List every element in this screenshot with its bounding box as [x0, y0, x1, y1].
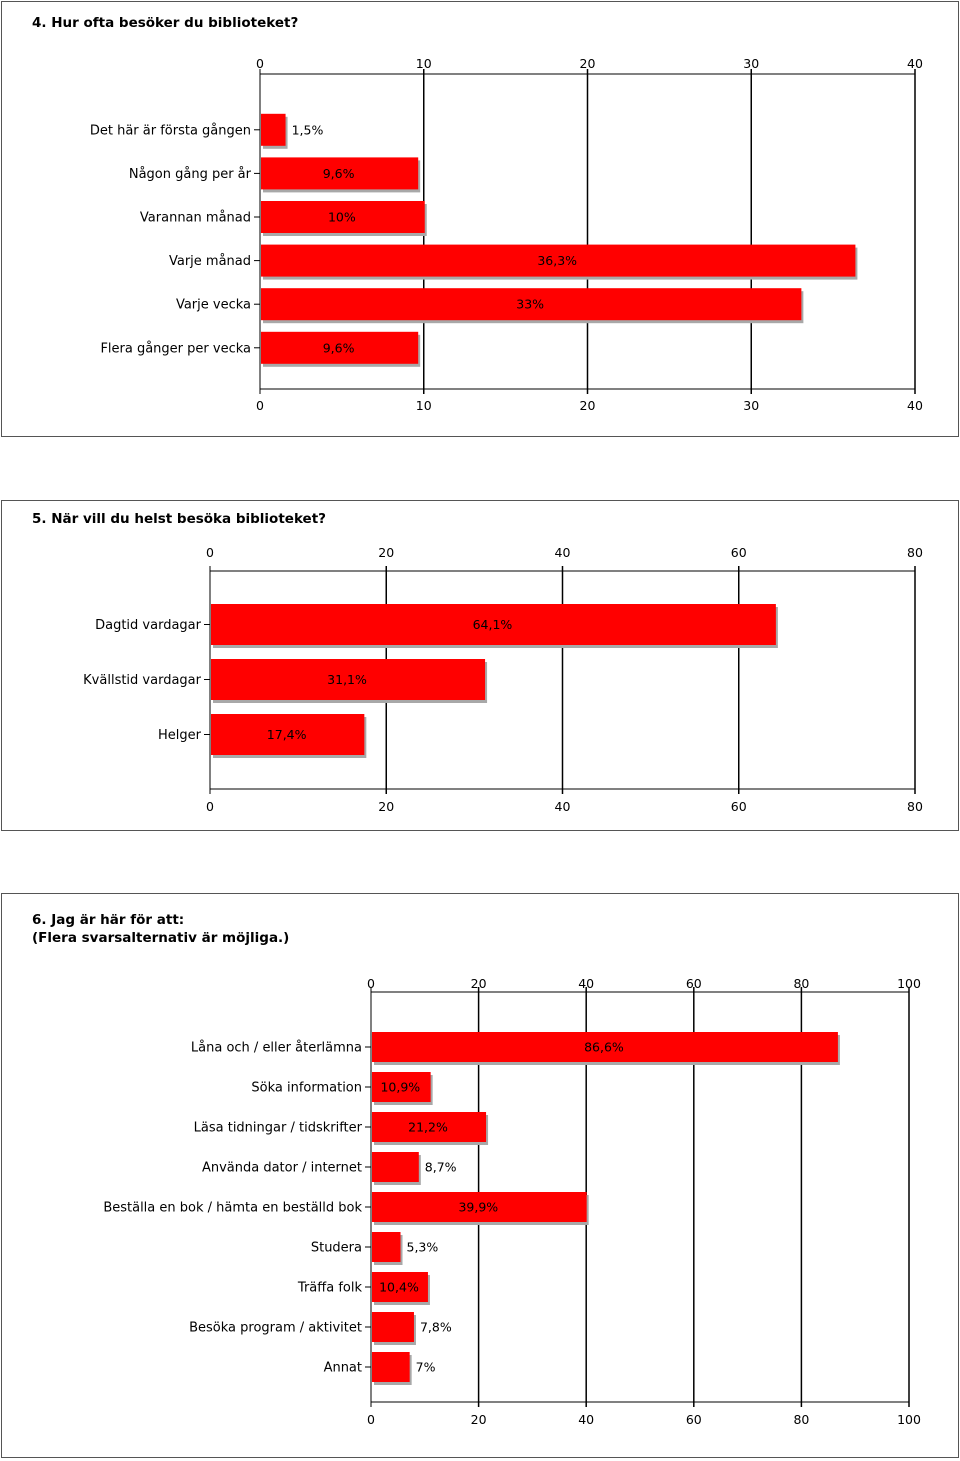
data-label: 10,4% — [379, 1280, 419, 1295]
bar — [372, 1032, 838, 1062]
bar — [261, 244, 856, 277]
bottom-tick-label: 0 — [367, 1412, 375, 1427]
category-label: Varannan månad — [140, 211, 251, 226]
category-label: Kvällstid vardagar — [83, 673, 201, 688]
top-tick-label: 20 — [378, 545, 394, 560]
bar — [372, 1272, 428, 1302]
category-label: Använda dator / internet — [202, 1161, 362, 1176]
top-tick-label: 40 — [907, 56, 923, 71]
bar — [261, 157, 419, 190]
top-tick-label: 80 — [907, 545, 923, 560]
top-tick-label: 100 — [897, 976, 921, 991]
bar — [261, 201, 425, 233]
bar — [372, 1232, 401, 1262]
category-label: Det här är första gången — [90, 123, 251, 138]
bar — [372, 1112, 487, 1142]
category-label: Helger — [158, 728, 202, 743]
top-tick-label: 20 — [471, 976, 487, 991]
category-label: Flera gånger per vecka — [100, 341, 251, 356]
category-label: Någon gång per år — [129, 167, 252, 182]
top-tick-label: 10 — [416, 56, 432, 71]
data-label: 33% — [516, 297, 544, 312]
bottom-tick-label: 40 — [555, 799, 571, 814]
data-label: 86,6% — [584, 1040, 624, 1055]
bar — [372, 1192, 587, 1222]
bar — [211, 659, 486, 700]
bottom-tick-label: 100 — [897, 1412, 921, 1427]
data-label: 10% — [328, 210, 356, 225]
bar — [211, 714, 365, 755]
chart-title: 5. När vill du helst besöka biblioteket? — [32, 511, 326, 527]
bottom-tick-label: 40 — [907, 398, 923, 413]
chart-panel-preferred-time: 5. När vill du helst besöka biblioteket?… — [1, 500, 959, 831]
bottom-tick-label: 60 — [686, 1412, 702, 1427]
bar-chart-visit-purpose: 0 0 20 20 40 40 60 60 80 80 100 100 Låna och / eller… — [103, 976, 921, 1427]
bottom-tick-label: 0 — [256, 398, 264, 413]
bottom-tick-label: 60 — [731, 799, 747, 814]
top-tick-label: 0 — [206, 545, 214, 560]
bar — [261, 331, 419, 364]
chart-panel-visit-frequency: 4. Hur ofta besöker du biblioteket? 0 0 10… — [1, 1, 959, 437]
category-label: Varje vecka — [176, 298, 251, 313]
top-tick-label: 20 — [580, 56, 596, 71]
category-label: Beställa en bok / hämta en beställd bok — [103, 1201, 362, 1216]
data-label: 1,5% — [292, 122, 324, 137]
category-label: Låna och / eller återlämna — [191, 1041, 362, 1056]
data-label: 10,9% — [380, 1080, 420, 1095]
bar — [211, 604, 776, 645]
bottom-tick-label: 20 — [378, 799, 394, 814]
top-tick-label: 30 — [743, 56, 759, 71]
top-tick-label: 40 — [578, 976, 594, 991]
bar — [261, 288, 802, 321]
bottom-tick-label: 80 — [907, 799, 923, 814]
top-tick-label: 0 — [256, 56, 264, 71]
bar-chart-visit-frequency: 0 0 10 10 20 20 30 30 40 40 Det här är första gång… — [90, 56, 923, 413]
bar — [372, 1312, 414, 1342]
bar — [261, 113, 286, 146]
bottom-tick-label: 20 — [580, 398, 596, 413]
data-label: 17,4% — [267, 727, 307, 742]
bar-chart-preferred-time: 0 0 20 20 40 40 60 60 80 80 Dagtid vardagar 64,1% Kv… — [83, 545, 923, 814]
bar — [372, 1352, 410, 1382]
data-label: 5,3% — [407, 1240, 439, 1255]
top-tick-label: 0 — [367, 976, 375, 991]
chart-title: 6. Jag är här för att: (Flera svarsalter… — [32, 912, 290, 946]
data-label: 9,6% — [323, 166, 355, 181]
top-tick-label: 60 — [686, 976, 702, 991]
top-tick-label: 80 — [793, 976, 809, 991]
data-label: 39,9% — [458, 1200, 498, 1215]
category-label: Träffa folk — [297, 1281, 363, 1296]
bottom-tick-label: 20 — [471, 1412, 487, 1427]
category-label: Söka information — [251, 1081, 362, 1096]
data-label: 7,8% — [420, 1320, 452, 1335]
category-label: Annat — [324, 1361, 362, 1376]
top-tick-label: 40 — [555, 545, 571, 560]
category-label: Dagtid vardagar — [95, 618, 202, 633]
chart-title: 4. Hur ofta besöker du biblioteket? — [32, 15, 299, 31]
data-label: 64,1% — [473, 617, 513, 632]
data-label: 31,1% — [327, 672, 367, 687]
data-label: 7% — [416, 1360, 436, 1375]
chart-panel-visit-purpose: 6. Jag är här för att: (Flera svarsalter… — [1, 893, 959, 1458]
bottom-tick-label: 0 — [206, 799, 214, 814]
data-label: 36,3% — [537, 253, 577, 268]
category-label: Besöka program / aktivitet — [189, 1321, 362, 1336]
bottom-tick-label: 30 — [743, 398, 759, 413]
bottom-tick-label: 80 — [793, 1412, 809, 1427]
category-label: Varje månad — [169, 254, 251, 269]
top-tick-label: 60 — [731, 545, 747, 560]
category-label: Läsa tidningar / tidskrifter — [194, 1121, 363, 1136]
bar — [372, 1152, 419, 1182]
data-label: 21,2% — [408, 1120, 448, 1135]
category-label: Studera — [311, 1241, 362, 1256]
bottom-tick-label: 10 — [416, 398, 432, 413]
bottom-tick-label: 40 — [578, 1412, 594, 1427]
data-label: 9,6% — [323, 340, 355, 355]
data-label: 8,7% — [425, 1160, 457, 1175]
bar — [372, 1072, 431, 1102]
